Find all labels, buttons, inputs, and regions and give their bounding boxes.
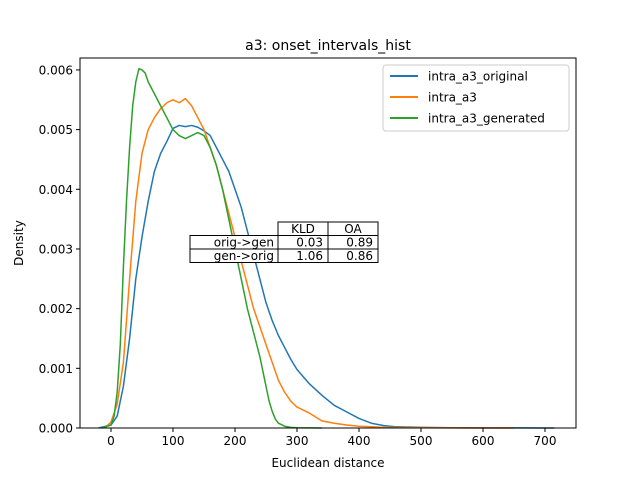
table-cell-kld-2: 1.06: [296, 249, 323, 263]
y-axis-label: Density: [12, 220, 26, 266]
x-tick-label: 0: [107, 434, 115, 448]
x-tick-label: 400: [348, 434, 371, 448]
x-tick-label: 300: [286, 434, 309, 448]
x-tick-label: 200: [224, 434, 247, 448]
x-axis-label: Euclidean distance: [271, 456, 384, 470]
x-tick-label: 100: [162, 434, 185, 448]
chart-title: a3: onset_intervals_hist: [245, 38, 411, 54]
y-tick-label: 0.006: [39, 63, 73, 77]
x-tick-label: 700: [534, 434, 557, 448]
y-tick-label: 0.003: [39, 242, 73, 256]
legend-label-intra: intra_a3: [428, 91, 477, 105]
series-line-1: [98, 124, 555, 429]
legend-box: [382, 64, 570, 132]
y-tick-label: 0.005: [39, 123, 73, 137]
series-line-3: [101, 67, 322, 429]
legend: intra_a3_original intra_a3 intra_a3_gene…: [382, 64, 570, 132]
y-tick-label: 0.004: [39, 183, 73, 197]
table-header-kld: KLD: [291, 222, 315, 236]
y-axis: 0.000 0.001 0.002 0.003 0.004 0.005 0.006: [39, 63, 80, 436]
x-tick-label: 600: [472, 434, 495, 448]
x-tick-label: 500: [410, 434, 433, 448]
table-header-oa: OA: [344, 222, 362, 236]
x-axis: 0 100 200 300 400 500 600 700: [107, 428, 556, 448]
table-cell-kld-1: 0.03: [296, 236, 323, 250]
y-tick-label: 0.001: [39, 362, 73, 376]
y-tick-label: 0.002: [39, 302, 73, 316]
plot-frame: [79, 57, 577, 429]
table-cell-oa-2: 0.86: [346, 249, 373, 263]
legend-label-generated: intra_a3_generated: [428, 112, 545, 126]
y-tick-label: 0.000: [39, 422, 73, 436]
table-row-label-2: gen->orig: [214, 249, 274, 263]
metrics-table: KLD OA orig->gen 0.03 0.89 gen->orig 1.0…: [189, 221, 379, 263]
table-cell-oa-1: 0.89: [346, 236, 373, 250]
table-cell-2-2: [327, 248, 379, 263]
legend-label-original: intra_a3_original: [428, 70, 528, 84]
table-row-label-1: orig->gen: [214, 236, 274, 250]
